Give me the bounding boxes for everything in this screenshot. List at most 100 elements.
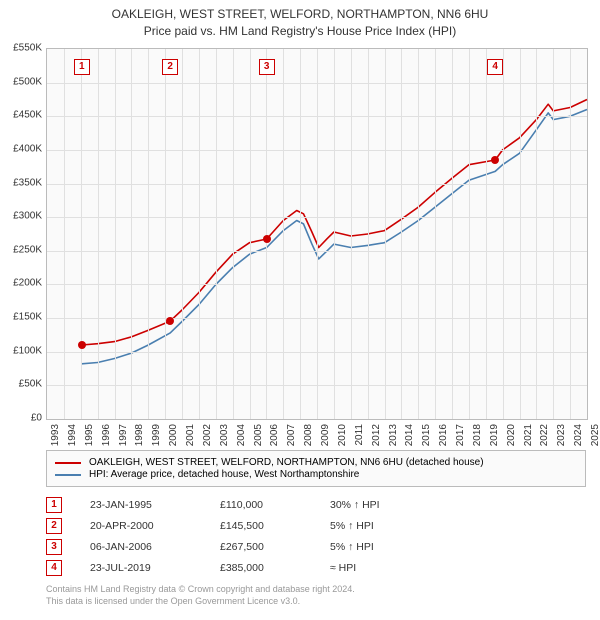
x-axis-label: 1998	[134, 424, 145, 446]
y-axis-label: £250K	[2, 244, 42, 255]
x-axis-label: 2004	[236, 424, 247, 446]
gridline-v	[317, 49, 318, 419]
tx-number-badge: 1	[46, 497, 62, 513]
marker-badge: 3	[259, 59, 275, 75]
x-axis-label: 2015	[421, 424, 432, 446]
gridline-v	[368, 49, 369, 419]
gridline-v	[570, 49, 571, 419]
y-axis-label: £500K	[2, 76, 42, 87]
x-axis-label: 2024	[573, 424, 584, 446]
x-axis-label: 2016	[438, 424, 449, 446]
gridline-v	[81, 49, 82, 419]
table-row: 1 23-JAN-1995 £110,000 30% ↑ HPI	[46, 494, 586, 515]
gridline-v	[233, 49, 234, 419]
gridline-v	[469, 49, 470, 419]
x-axis-label: 2010	[337, 424, 348, 446]
x-axis-label: 2006	[269, 424, 280, 446]
y-axis-label: £550K	[2, 43, 42, 54]
x-axis-label: 1996	[101, 424, 112, 446]
legend-swatch	[55, 462, 81, 464]
tx-price: £110,000	[220, 499, 330, 511]
x-axis-label: 2003	[219, 424, 230, 446]
x-axis-label: 2025	[590, 424, 600, 446]
tx-diff: 5% ↑ HPI	[330, 541, 450, 553]
x-axis-label: 2022	[539, 424, 550, 446]
marker-badge: 2	[162, 59, 178, 75]
title-line2: Price paid vs. HM Land Registry's House …	[0, 23, 600, 40]
x-axis-label: 2020	[506, 424, 517, 446]
tx-number-badge: 2	[46, 518, 62, 534]
y-axis-label: £150K	[2, 312, 42, 323]
gridline-v	[182, 49, 183, 419]
marker-dot	[166, 317, 174, 325]
gridline-v	[216, 49, 217, 419]
gridline-v	[452, 49, 453, 419]
tx-diff: ≈ HPI	[330, 562, 450, 574]
gridline-v	[283, 49, 284, 419]
y-axis-label: £450K	[2, 110, 42, 121]
x-axis-label: 2019	[489, 424, 500, 446]
marker-dot	[491, 156, 499, 164]
gridline-v	[536, 49, 537, 419]
gridline-v	[250, 49, 251, 419]
tx-date: 06-JAN-2006	[90, 541, 220, 553]
chart-container: OAKLEIGH, WEST STREET, WELFORD, NORTHAMP…	[0, 0, 600, 620]
x-axis-label: 2013	[388, 424, 399, 446]
x-axis-label: 2018	[472, 424, 483, 446]
y-axis-label: £50K	[2, 379, 42, 390]
gridline-v	[503, 49, 504, 419]
y-axis-label: £100K	[2, 345, 42, 356]
table-row: 3 06-JAN-2006 £267,500 5% ↑ HPI	[46, 536, 586, 557]
gridline-v	[148, 49, 149, 419]
y-axis-label: £350K	[2, 177, 42, 188]
marker-dot	[78, 341, 86, 349]
legend-swatch	[55, 474, 81, 476]
gridline-v	[553, 49, 554, 419]
legend-item: HPI: Average price, detached house, West…	[55, 469, 577, 480]
tx-date: 23-JUL-2019	[90, 562, 220, 574]
gridline-v	[266, 49, 267, 419]
gridline-v	[300, 49, 301, 419]
x-axis-label: 2023	[556, 424, 567, 446]
tx-number-badge: 3	[46, 539, 62, 555]
gridline-v	[401, 49, 402, 419]
tx-date: 23-JAN-1995	[90, 499, 220, 511]
gridline-v	[199, 49, 200, 419]
footer-line2: This data is licensed under the Open Gov…	[46, 596, 355, 608]
gridline-v	[351, 49, 352, 419]
gridline-v	[486, 49, 487, 419]
gridline-v	[520, 49, 521, 419]
gridline-v	[131, 49, 132, 419]
y-axis-label: £400K	[2, 143, 42, 154]
x-axis-label: 2005	[253, 424, 264, 446]
gridline-v	[98, 49, 99, 419]
y-axis-label: £200K	[2, 278, 42, 289]
table-row: 2 20-APR-2000 £145,500 5% ↑ HPI	[46, 515, 586, 536]
x-axis-label: 2012	[371, 424, 382, 446]
tx-diff: 5% ↑ HPI	[330, 520, 450, 532]
x-axis-label: 2017	[455, 424, 466, 446]
table-row: 4 23-JUL-2019 £385,000 ≈ HPI	[46, 557, 586, 578]
x-axis-label: 1994	[67, 424, 78, 446]
x-axis-label: 1997	[118, 424, 129, 446]
x-axis-label: 1999	[151, 424, 162, 446]
gridline-v	[385, 49, 386, 419]
tx-price: £267,500	[220, 541, 330, 553]
legend-label: HPI: Average price, detached house, West…	[89, 469, 359, 480]
marker-badge: 4	[487, 59, 503, 75]
gridline-v	[435, 49, 436, 419]
x-axis-label: 2000	[168, 424, 179, 446]
x-axis-label: 1995	[84, 424, 95, 446]
x-axis-label: 2001	[185, 424, 196, 446]
x-axis-label: 2014	[404, 424, 415, 446]
legend-label: OAKLEIGH, WEST STREET, WELFORD, NORTHAMP…	[89, 457, 484, 468]
x-axis-label: 2007	[286, 424, 297, 446]
title-line1: OAKLEIGH, WEST STREET, WELFORD, NORTHAMP…	[0, 6, 600, 23]
transactions-table: 1 23-JAN-1995 £110,000 30% ↑ HPI 2 20-AP…	[46, 494, 586, 578]
title-block: OAKLEIGH, WEST STREET, WELFORD, NORTHAMP…	[0, 0, 600, 40]
legend: OAKLEIGH, WEST STREET, WELFORD, NORTHAMP…	[46, 450, 586, 487]
x-axis-label: 2008	[303, 424, 314, 446]
gridline-v	[418, 49, 419, 419]
gridline-v	[115, 49, 116, 419]
x-axis-label: 2002	[202, 424, 213, 446]
